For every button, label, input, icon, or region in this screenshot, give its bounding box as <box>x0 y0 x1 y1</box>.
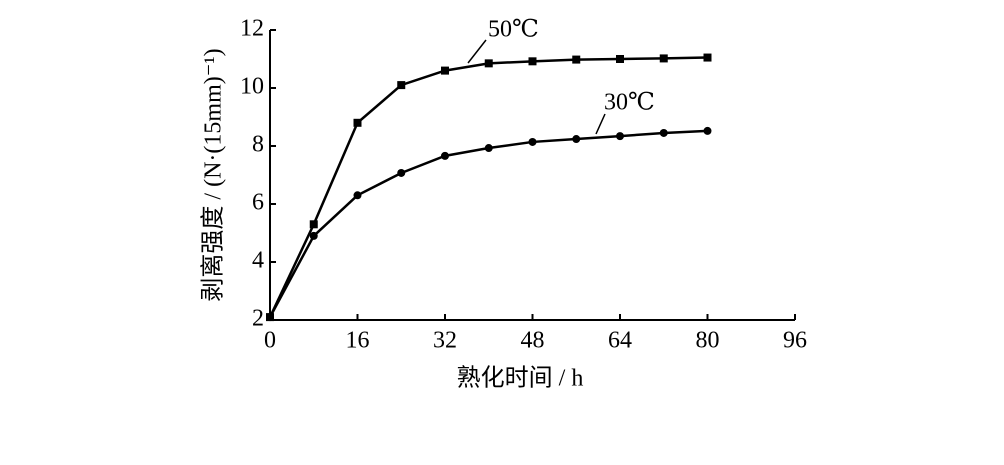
point <box>659 128 668 137</box>
point <box>353 191 362 200</box>
y-tick-label: 2 <box>252 306 264 332</box>
point <box>703 53 712 62</box>
x-tick-label: 32 <box>433 328 457 354</box>
point <box>353 118 362 127</box>
point <box>484 59 493 68</box>
y-tick-label: 10 <box>240 74 264 100</box>
point <box>397 81 406 90</box>
point <box>528 57 537 66</box>
point <box>659 54 668 63</box>
label-leader <box>595 113 606 135</box>
point <box>703 126 712 135</box>
series-label: 50℃ <box>488 17 539 43</box>
x-tick-label: 80 <box>696 328 720 354</box>
y-tick-label: 8 <box>252 132 264 158</box>
series-label: 30℃ <box>604 90 655 116</box>
x-tick-label: 96 <box>783 328 807 354</box>
x-tick-label: 64 <box>608 328 632 354</box>
x-tick-label: 0 <box>264 328 276 354</box>
label-leader <box>467 39 487 64</box>
point <box>616 55 624 63</box>
y-tick-label: 12 <box>240 16 264 42</box>
y-tick-label: 6 <box>252 190 264 216</box>
point <box>309 220 318 229</box>
series-line <box>268 129 708 318</box>
point <box>441 151 449 160</box>
point <box>616 132 624 141</box>
point <box>572 135 581 144</box>
point <box>528 137 537 146</box>
point <box>484 144 493 153</box>
point <box>266 313 274 322</box>
y-tick-label: 4 <box>252 248 264 274</box>
y-axis-label: 剥离强度 / (N·(15mm)⁻¹) <box>200 48 227 301</box>
point <box>309 231 318 240</box>
point <box>441 66 449 75</box>
point <box>572 55 581 64</box>
x-tick-label: 16 <box>346 328 370 354</box>
x-axis-label: 熟化时间 / h <box>457 365 584 392</box>
point <box>397 168 406 177</box>
x-tick-label: 48 <box>521 328 545 354</box>
